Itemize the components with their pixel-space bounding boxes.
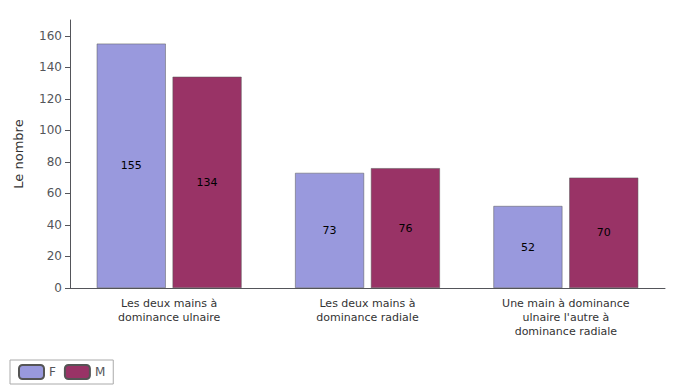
svg-text:M: M	[95, 365, 105, 379]
svg-text:dominance ulnaire: dominance ulnaire	[118, 311, 221, 324]
svg-text:40: 40	[47, 218, 62, 232]
svg-text:dominance radiale: dominance radiale	[515, 325, 618, 338]
svg-text:80: 80	[47, 155, 62, 169]
svg-text:dominance radiale: dominance radiale	[316, 311, 419, 324]
svg-text:F: F	[49, 365, 56, 379]
svg-text:73: 73	[323, 224, 337, 237]
svg-text:60: 60	[47, 186, 62, 200]
svg-text:140: 140	[39, 60, 62, 74]
svg-text:155: 155	[121, 159, 142, 172]
svg-text:160: 160	[39, 29, 62, 43]
svg-text:76: 76	[398, 222, 412, 235]
svg-text:20: 20	[47, 249, 62, 263]
svg-text:100: 100	[39, 123, 62, 137]
svg-text:120: 120	[39, 92, 62, 106]
svg-text:Le nombre: Le nombre	[11, 119, 26, 188]
svg-text:Une main à dominance: Une main à dominance	[502, 297, 630, 310]
svg-text:134: 134	[197, 176, 218, 189]
svg-text:52: 52	[521, 241, 535, 254]
svg-text:70: 70	[597, 226, 611, 239]
svg-text:ulnaire l'autre à: ulnaire l'autre à	[522, 311, 609, 324]
svg-text:Les deux mains à: Les deux mains à	[319, 297, 415, 310]
svg-text:0: 0	[54, 281, 62, 295]
svg-text:Les deux mains à: Les deux mains à	[121, 297, 217, 310]
